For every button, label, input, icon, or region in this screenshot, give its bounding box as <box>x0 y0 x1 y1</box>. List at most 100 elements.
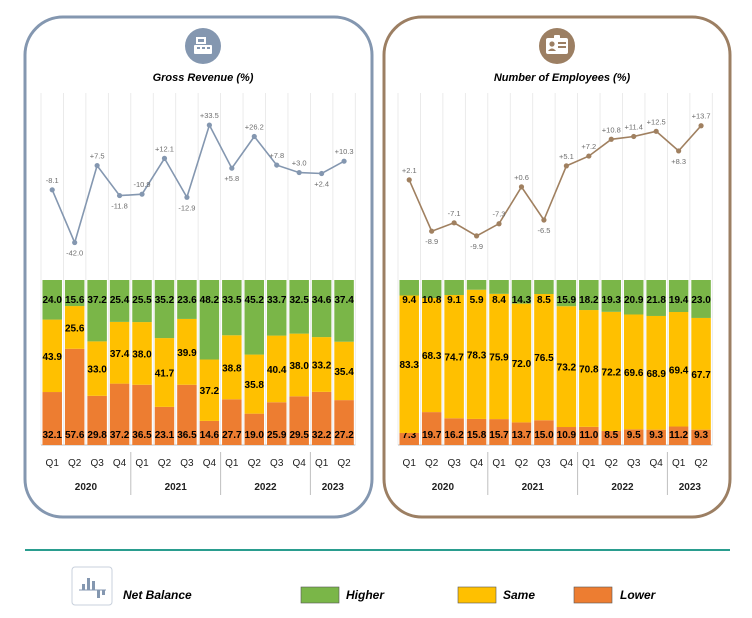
legend-net-balance-label: Net Balance <box>123 588 192 602</box>
legend-lower-swatch <box>573 586 613 604</box>
bar-lower-label: 32.2 <box>312 430 332 441</box>
bar-lower-segment <box>579 426 599 445</box>
bar-higher-label: 18.2 <box>579 295 599 306</box>
bar-same-label: 41.7 <box>155 368 175 379</box>
bar-higher-label: 15.6 <box>65 295 85 306</box>
bar-lower-label: 14.6 <box>200 430 220 441</box>
quarter-tick-label: Q3 <box>627 458 641 469</box>
net-balance-point <box>518 184 525 190</box>
net-balance-point <box>72 239 78 246</box>
bar-same-label: 43.9 <box>42 352 62 363</box>
bar-lower-segment <box>109 383 130 445</box>
bar-same-segment <box>579 310 599 427</box>
bar-same-label: 40.4 <box>267 365 287 376</box>
quarter-tick-label: Q1 <box>403 458 417 469</box>
bar-same-label: 68.9 <box>646 369 666 380</box>
bar-higher-label: 37.4 <box>334 295 354 306</box>
bar-same-segment <box>311 337 332 392</box>
net-balance-label: +13.7 <box>692 112 711 121</box>
bar-higher-segment <box>266 280 287 336</box>
quarter-tick-label: Q3 <box>537 458 551 469</box>
net-balance-label: -10.9 <box>133 180 150 189</box>
quarter-tick-label: Q4 <box>650 458 664 469</box>
bar-lower-label: 27.2 <box>334 430 354 441</box>
employees-panel <box>382 15 732 519</box>
quarter-tick-label: Q1 <box>672 458 686 469</box>
bar-higher-label: 25.4 <box>110 295 130 306</box>
bar-higher-segment <box>177 280 197 319</box>
bar-same-label: 37.2 <box>200 386 220 397</box>
bar-same-segment <box>289 333 309 397</box>
gross-revenue-chart: 32.1 43.9 24.0 57.6 25.6 15.6 29.8 33.0 37.2 37.2… <box>40 93 356 495</box>
bar-higher-segment <box>64 280 85 307</box>
quarter-tick-label: Q1 <box>582 458 596 469</box>
bar-same-label: 73.2 <box>557 363 577 374</box>
year-tick-label: 2022 <box>254 482 277 493</box>
quarter-tick-label: Q1 <box>46 458 60 469</box>
bar-higher-segment <box>444 280 464 296</box>
bar-same-label: 37.4 <box>110 349 130 360</box>
bar-lower-label: 13.7 <box>512 430 532 441</box>
bar-higher-label: 23.0 <box>691 295 711 306</box>
bar-higher-segment <box>668 280 689 313</box>
bar-lower-segment <box>534 420 554 445</box>
bar-lower-label: 8.5 <box>604 430 618 441</box>
bar-higher-label: 9.4 <box>402 295 416 306</box>
year-tick-label: 2020 <box>432 482 455 493</box>
bar-lower-segment <box>289 396 309 445</box>
net-balance-point <box>473 233 480 239</box>
bar-higher-label: 21.8 <box>646 295 666 306</box>
bar-same-label: 69.6 <box>624 368 644 379</box>
bar-lower-segment <box>199 420 220 445</box>
bar-same-label: 33.0 <box>87 365 107 376</box>
net-balance-point <box>116 192 123 199</box>
bar-lower-label: 57.6 <box>65 430 85 441</box>
legend-higher-label: Higher <box>346 588 385 602</box>
bar-lower-label: 36.5 <box>132 430 152 441</box>
bar-lower-segment <box>64 348 85 445</box>
bar-same-segment <box>64 306 85 349</box>
bar-higher-label: 14.3 <box>512 295 532 306</box>
bar-higher-segment <box>421 280 442 299</box>
net-balance-label: +2.1 <box>402 166 417 175</box>
bar-higher-label: 45.2 <box>245 295 265 306</box>
bar-same-segment <box>623 314 644 430</box>
gross-revenue-panel <box>23 15 374 519</box>
bar-lower-segment <box>266 402 287 445</box>
bar-same-label: 68.3 <box>422 351 442 362</box>
quarter-tick-label: Q2 <box>337 458 351 469</box>
bar-higher-label: 20.9 <box>624 295 644 306</box>
legend-same-swatch <box>457 586 497 604</box>
bar-lower-label: 11.0 <box>579 430 598 441</box>
net-balance-label: +26.2 <box>245 122 264 131</box>
net-balance-label: +7.8 <box>269 151 284 160</box>
net-balance-point <box>406 177 412 183</box>
net-balance-point <box>161 155 168 161</box>
net-balance-label: +11.4 <box>625 122 643 131</box>
legend-lower-label: Lower <box>620 588 657 602</box>
cash-register-icon <box>185 28 221 64</box>
bar-higher-label: 5.9 <box>470 295 484 306</box>
bar-lower-segment <box>87 395 107 445</box>
legend-same-label: Same <box>503 588 535 602</box>
bar-higher-label: 35.2 <box>155 295 175 306</box>
bar-higher-segment <box>399 280 419 296</box>
net-balance-point <box>563 163 569 169</box>
bar-lower-segment <box>132 384 152 445</box>
bar-higher-segment <box>466 280 487 290</box>
quarter-tick-label: Q1 <box>492 458 506 469</box>
bar-higher-label: 8.5 <box>537 295 551 306</box>
bar-lower-segment <box>466 418 487 445</box>
bar-lower-label: 37.2 <box>110 430 130 441</box>
legend-higher-swatch <box>300 586 340 604</box>
bar-lower-segment <box>623 429 644 445</box>
bar-same-label: 70.8 <box>579 364 599 375</box>
bar-higher-label: 9.1 <box>447 295 461 306</box>
gross-revenue-title: Gross Revenue (%) <box>153 72 254 84</box>
bar-lower-label: 29.5 <box>289 430 309 441</box>
net-balance-label: -9.9 <box>470 242 483 251</box>
net-balance-line <box>408 125 702 237</box>
bar-higher-segment <box>222 280 242 336</box>
bar-higher-segment <box>311 280 332 338</box>
bar-lower-label: 19.0 <box>245 430 265 441</box>
